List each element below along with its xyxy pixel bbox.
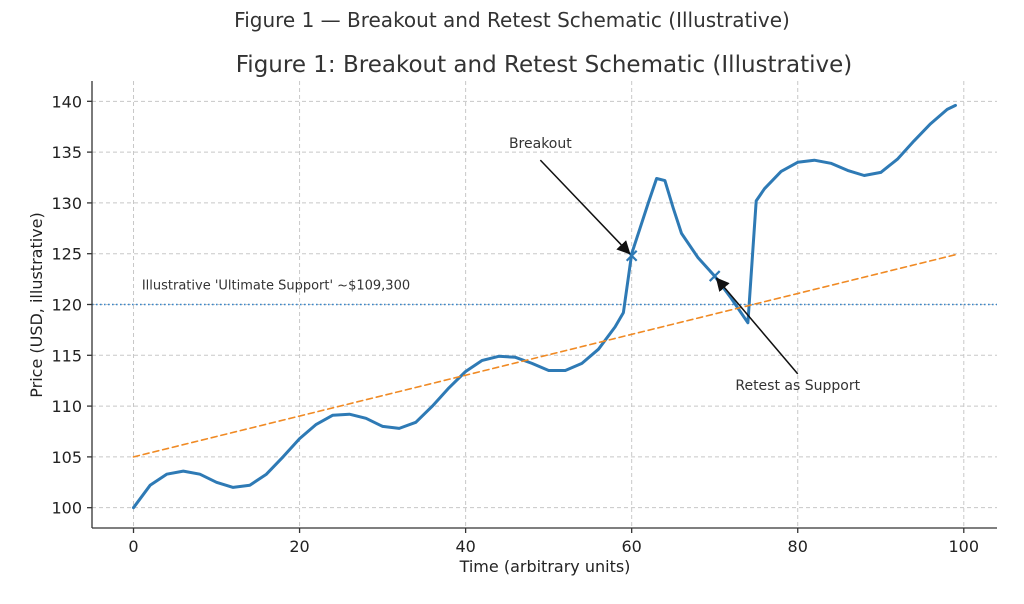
annotation-arrow xyxy=(539,159,631,255)
chart-title: Figure 1: Breakout and Retest Schematic … xyxy=(236,52,853,78)
trend-line xyxy=(132,253,957,458)
annotation-label: Breakout xyxy=(509,136,572,152)
y-tick-label: 125 xyxy=(51,245,82,264)
series-layer xyxy=(132,103,957,510)
x-tick-label: 0 xyxy=(128,537,138,556)
x-tick-label: 40 xyxy=(455,537,475,556)
figure-title: Figure 1 — Breakout and Retest Schematic… xyxy=(234,8,790,32)
x-axis-label: Time (arbitrary units) xyxy=(459,557,631,576)
annotation-label: Retest as Support xyxy=(735,378,860,394)
grid xyxy=(92,81,997,528)
x-tick-label: 60 xyxy=(621,537,641,556)
y-tick-label: 105 xyxy=(51,448,82,467)
y-tick-label: 135 xyxy=(51,143,82,162)
price-line xyxy=(132,103,957,510)
y-tick-label: 140 xyxy=(51,92,82,111)
x-tick-label: 20 xyxy=(289,537,309,556)
annotation-layer: Breakout Retest as Support xyxy=(509,136,861,394)
y-tick-label: 120 xyxy=(51,296,82,315)
axes: 0 20 40 60 80 100 100 105 110 115 120 125 130 135 140 xyxy=(51,81,997,556)
y-tick-label: 100 xyxy=(51,499,82,518)
x-tick-label: 100 xyxy=(949,537,980,556)
y-tick-label: 115 xyxy=(51,346,82,365)
y-tick-label: 110 xyxy=(51,397,82,416)
y-tick-label: 130 xyxy=(51,194,82,213)
y-axis-label: Price (USD, illustrative) xyxy=(27,212,46,397)
support-label: Illustrative 'Ultimate Support' ~$109,30… xyxy=(142,279,410,294)
x-tick-label: 80 xyxy=(788,537,808,556)
annotation-arrow xyxy=(715,277,799,375)
support-layer: Illustrative 'Ultimate Support' ~$109,30… xyxy=(92,279,997,306)
